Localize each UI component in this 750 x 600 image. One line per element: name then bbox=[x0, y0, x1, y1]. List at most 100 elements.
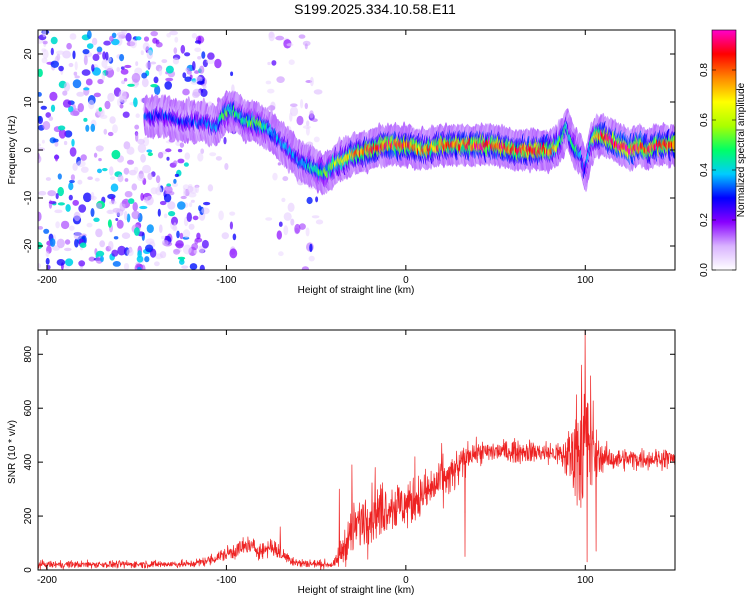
heatmap-cell bbox=[97, 78, 104, 85]
heatmap-cell bbox=[62, 90, 68, 96]
heatmap-cell bbox=[73, 231, 82, 240]
heatmap-cell bbox=[79, 242, 87, 248]
heatmap-cell bbox=[126, 146, 135, 155]
heatmap-cell bbox=[271, 60, 277, 66]
heatmap-cell bbox=[38, 226, 43, 230]
heatmap-cell bbox=[289, 112, 293, 122]
heatmap-cell bbox=[76, 160, 86, 167]
x-tick-label: 100 bbox=[577, 275, 594, 286]
heatmap-cell bbox=[38, 190, 47, 196]
heatmap-cell bbox=[134, 124, 140, 130]
colorbar-label: Normalized spectral amplitude bbox=[736, 82, 747, 217]
heatmap-cell bbox=[278, 251, 284, 257]
heatmap-cell bbox=[157, 208, 161, 217]
heatmap-cell bbox=[88, 99, 95, 110]
heatmap-cell bbox=[135, 36, 142, 41]
heatmap-cell bbox=[290, 103, 298, 107]
heatmap-cell bbox=[154, 85, 161, 96]
heatmap-cell bbox=[102, 168, 108, 172]
x-tick-label: -200 bbox=[37, 575, 57, 586]
heatmap-cell bbox=[63, 140, 68, 146]
heatmap-cell bbox=[95, 145, 104, 152]
heatmap-cell bbox=[142, 42, 150, 51]
heatmap-cell bbox=[97, 168, 102, 174]
heatmap-cell bbox=[189, 263, 198, 270]
heatmap-cell bbox=[150, 187, 158, 195]
heatmap-cell bbox=[137, 138, 145, 145]
heatmap-cell bbox=[315, 196, 319, 203]
heatmap-cell bbox=[171, 182, 178, 188]
heatmap-cell bbox=[90, 123, 96, 132]
heatmap-cell bbox=[309, 243, 313, 253]
heatmap-cell bbox=[96, 250, 105, 257]
snr-panel: -200 -100 0 100 0 200 400 600 800 Height of stra… bbox=[7, 329, 676, 596]
y-tick-label: -10 bbox=[23, 190, 34, 205]
heatmap-cell bbox=[104, 66, 113, 71]
x-tick-label: -200 bbox=[37, 275, 57, 286]
heatmap-cell bbox=[278, 221, 283, 227]
heatmap-cell bbox=[86, 222, 93, 228]
heatmap-cell bbox=[302, 125, 311, 129]
heatmap-cell bbox=[173, 160, 178, 166]
colorbar-tick-label: 0.8 bbox=[699, 63, 710, 77]
heatmap-cell bbox=[265, 80, 272, 85]
heatmap-cell bbox=[198, 205, 202, 212]
heatmap-cell bbox=[161, 59, 168, 64]
heatmap-cell bbox=[145, 244, 154, 253]
heatmap-cell bbox=[52, 138, 59, 143]
heatmap-cell bbox=[91, 37, 98, 46]
colorbar-ticks: 0.0 0.2 0.4 0.6 0.8 bbox=[699, 63, 736, 277]
heatmap-cell bbox=[174, 173, 179, 178]
heatmap-cell bbox=[155, 175, 161, 184]
heatmap-cell bbox=[218, 210, 224, 221]
heatmap-cell bbox=[41, 57, 48, 64]
y-tick-label: 10 bbox=[23, 96, 34, 108]
heatmap-cell bbox=[98, 107, 103, 112]
heatmap-cell bbox=[283, 225, 289, 236]
heatmap-cell bbox=[196, 232, 201, 240]
heatmap-cell bbox=[124, 64, 132, 69]
heatmap-cell bbox=[83, 192, 92, 203]
heatmap-cell bbox=[277, 162, 282, 166]
heatmap-cell bbox=[306, 120, 310, 127]
heatmap-cell bbox=[101, 72, 106, 81]
heatmap-cell bbox=[201, 51, 206, 59]
heatmap-cell bbox=[182, 88, 190, 96]
heatmap-cell bbox=[123, 263, 130, 270]
heatmap-cell bbox=[272, 172, 278, 181]
heatmap-cell bbox=[103, 128, 108, 135]
heatmap-cell bbox=[146, 149, 153, 153]
heatmap-cell bbox=[99, 240, 106, 248]
heatmap-cell bbox=[119, 201, 126, 212]
heatmap-cell bbox=[150, 84, 158, 88]
heatmap-cell bbox=[100, 255, 104, 262]
heatmap-cell bbox=[137, 143, 147, 153]
heatmap-cell bbox=[113, 236, 119, 240]
heatmap-cell bbox=[121, 200, 127, 205]
heatmap-cell bbox=[42, 40, 48, 45]
heatmap-cell bbox=[296, 115, 304, 126]
y-tick-label: 400 bbox=[23, 453, 34, 470]
heatmap-cell bbox=[179, 142, 185, 148]
heatmap-cell bbox=[172, 57, 179, 65]
heatmap-cell bbox=[176, 230, 180, 239]
heatmap-cell bbox=[38, 143, 42, 147]
heatmap-cell bbox=[145, 61, 152, 69]
heatmap-cell bbox=[86, 43, 94, 49]
heatmap-cell bbox=[140, 192, 144, 201]
heatmap-cell bbox=[111, 249, 119, 257]
heatmap-cell bbox=[159, 251, 167, 259]
heatmap-cell bbox=[45, 257, 50, 265]
heatmap-cell bbox=[64, 130, 73, 138]
heatmap-cell bbox=[143, 36, 150, 42]
heatmap-cell bbox=[81, 69, 91, 76]
heatmap-cell bbox=[38, 211, 42, 222]
heatmap-cell bbox=[229, 211, 236, 216]
heatmap-cell bbox=[123, 210, 128, 221]
heatmap-cell bbox=[48, 116, 54, 121]
heatmap-cell bbox=[120, 68, 129, 75]
heatmap-cell bbox=[165, 148, 172, 153]
heatmap-cell bbox=[146, 49, 153, 60]
heatmap-cell bbox=[177, 158, 185, 164]
